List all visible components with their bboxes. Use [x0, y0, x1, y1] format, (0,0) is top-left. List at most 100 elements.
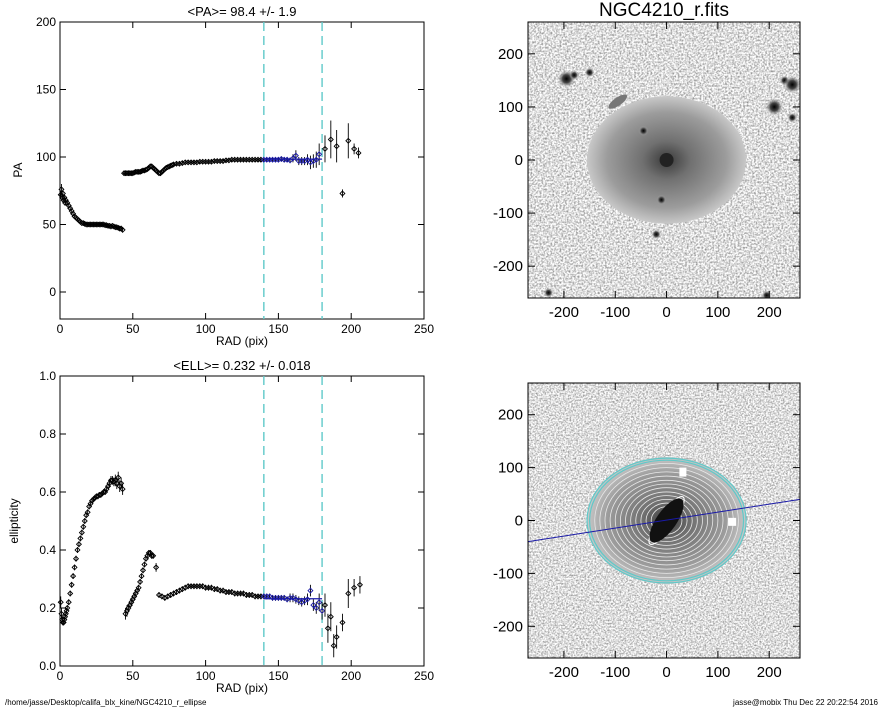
pa-point	[62, 197, 69, 204]
ell-point	[289, 594, 296, 601]
img-ytick-label: 100	[498, 99, 523, 116]
img-companion	[608, 94, 628, 109]
model-isophote	[645, 502, 688, 539]
pa-point	[179, 160, 186, 167]
ell-point	[214, 586, 221, 593]
pa-ytick-label: 50	[43, 218, 57, 232]
ell-point	[77, 535, 84, 542]
model-isophote	[609, 475, 724, 566]
ell-point	[67, 590, 74, 597]
ell-xtick-label: 0	[57, 669, 64, 683]
ell-point	[71, 564, 78, 571]
ell-point	[220, 587, 227, 594]
ell-point	[208, 584, 215, 591]
ell-point	[58, 610, 65, 617]
ell-point	[330, 642, 337, 649]
img-star	[584, 67, 595, 78]
model-panel: -200 -100 0 100 200 -200 -100 0 100 200	[493, 382, 801, 681]
ell-xtick-label: 50	[126, 669, 140, 683]
ell-point	[81, 517, 88, 525]
ell-xtick-label: 100	[196, 669, 216, 683]
ell-ytick-label: 0.4	[39, 543, 56, 557]
pa-point	[333, 143, 340, 150]
img-star	[651, 229, 662, 240]
ell-xlabel: RAD (pix)	[216, 681, 268, 695]
ell-point	[72, 555, 80, 562]
ell-title: <ELL>= 0.232 +/- 0.018	[173, 358, 310, 373]
pa-xlabel: RAD (pix)	[216, 334, 268, 348]
model-isophote	[586, 457, 747, 584]
img-xtick-label: 0	[662, 304, 670, 321]
ell-point	[57, 599, 64, 606]
model-isophote	[625, 487, 709, 554]
ell-point	[70, 573, 77, 580]
ell-point	[75, 541, 82, 548]
ell-point	[339, 619, 346, 626]
model-xtick-label: 200	[757, 664, 782, 681]
pa-ytick-label: 100	[36, 150, 56, 164]
ell-point	[324, 625, 331, 632]
ell-xtick-label: 150	[268, 669, 288, 683]
ell-ylabel: ellipticity	[7, 498, 21, 543]
model-isophote	[635, 495, 698, 546]
img-xtick-label: -200	[549, 304, 579, 321]
ell-point	[281, 594, 288, 601]
model-ytick-label: 100	[498, 460, 523, 477]
pa-xtick-label: 150	[268, 322, 288, 336]
img-ytick-label: -100	[493, 205, 523, 222]
model-isophote	[614, 479, 719, 562]
img-ytick-label: 200	[498, 46, 523, 63]
ell-point	[135, 584, 142, 591]
pa-point	[208, 158, 215, 165]
pa-point	[327, 136, 334, 143]
img-panel: -200 -100 0 100 200 -200 -100 0 100 200 NGC4210_r.…	[493, 0, 801, 321]
pa-point	[61, 194, 68, 201]
pa-point	[351, 145, 358, 152]
model-isophote	[630, 491, 703, 550]
ell-ytick-label: 0.6	[39, 485, 56, 499]
ell-point	[155, 591, 163, 598]
pa-point	[70, 210, 77, 217]
pa-point	[59, 194, 66, 201]
pa-xtick-label: 100	[196, 322, 216, 336]
ell-point	[150, 552, 157, 559]
model-xtick-label: 0	[662, 664, 670, 681]
img-xtick-label: 200	[757, 304, 782, 321]
pa-point	[321, 145, 329, 152]
ell-point	[333, 633, 340, 641]
pa-xtick-label: 0	[57, 322, 64, 336]
model-ytick-label: 200	[498, 407, 523, 424]
pa-point	[176, 160, 183, 167]
pa-point	[119, 226, 126, 233]
pa-point	[59, 190, 66, 197]
pa-point	[67, 205, 74, 212]
ell-point	[228, 589, 235, 596]
img-star	[638, 125, 649, 136]
pa-point	[65, 202, 72, 209]
ell-point	[141, 561, 148, 568]
pa-title: <PA>= 98.4 +/- 1.9	[188, 4, 297, 19]
ell-point	[115, 474, 122, 481]
ell-point	[64, 604, 71, 612]
img-xtick-label: 100	[705, 304, 730, 321]
pa-point	[345, 137, 352, 144]
pa-ytick-label: 200	[36, 15, 56, 29]
ell-point	[68, 581, 75, 588]
ell-panel: 0 50 100 150 200 250 0.0 0.2 0.4 0.6 0.8 1.0 <ELL>= …	[7, 358, 434, 695]
ell-ytick-label: 0.0	[39, 659, 56, 673]
ell-point	[313, 604, 320, 612]
pa-xtick-label: 50	[126, 322, 140, 336]
ell-point	[356, 581, 363, 588]
ell-point	[249, 591, 256, 598]
pa-point	[339, 190, 346, 197]
model-image	[528, 383, 800, 658]
ell-point	[139, 567, 147, 574]
pa-xtick-label: 250	[414, 322, 434, 336]
ell-point	[78, 529, 85, 536]
footer-right: jasse@mobix Thu Dec 22 20:22:54 2016	[732, 698, 879, 707]
ell-point	[158, 593, 165, 600]
pa-xtick-label: 200	[341, 322, 361, 336]
pa-frame	[59, 21, 425, 320]
pa-point	[64, 199, 71, 206]
